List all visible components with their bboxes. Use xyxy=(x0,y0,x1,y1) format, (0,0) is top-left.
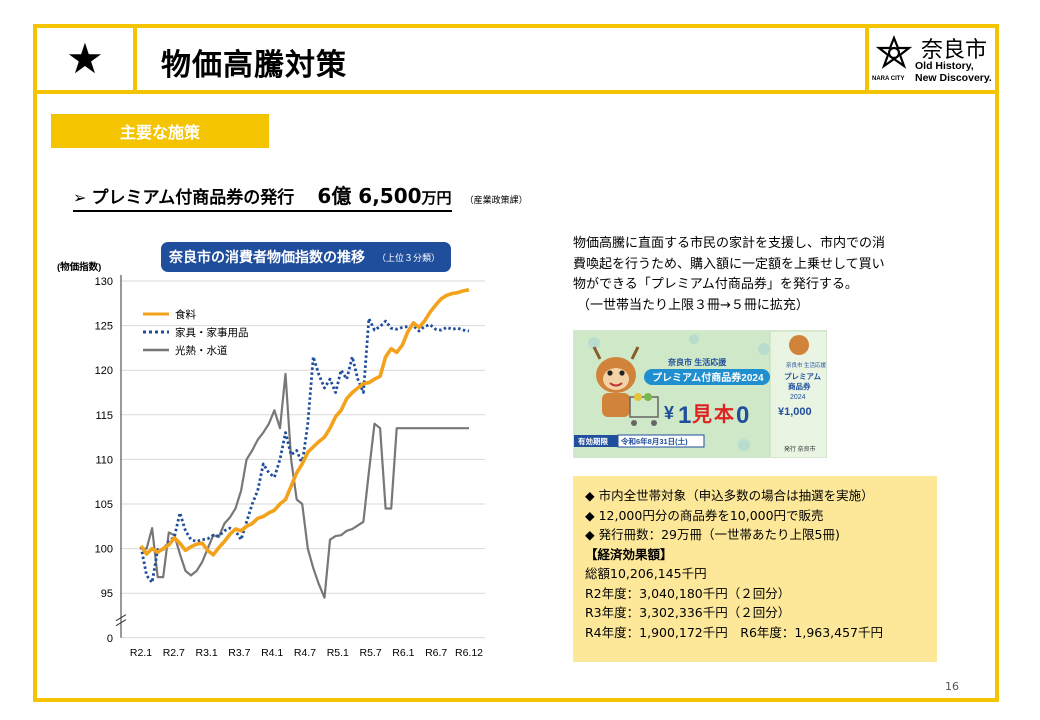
voucher-side-header: 奈良市 生活応援 xyxy=(786,361,827,369)
chart-x-tick-label: R2.7 xyxy=(163,647,185,659)
arrow-bullet-icon: ➢ xyxy=(73,188,87,207)
chart-series-line-household xyxy=(139,317,470,584)
chart-title-note: （上位３分類） xyxy=(377,252,440,263)
voucher-sample-mark: 本 xyxy=(714,403,734,426)
chart-y-tick-label: 125 xyxy=(95,321,113,333)
chart-x-tick-label: R3.1 xyxy=(196,647,218,659)
chart-y-label: (物価指数) xyxy=(57,261,101,273)
measure-heading: ➢ プレミアム付商品券の発行 6億 6,500万円 （産業政策課） xyxy=(73,180,528,212)
description-line: 費喚起を行うため、購入額に一定額を上乗せして買い xyxy=(573,256,885,272)
logo-tagline-line-2: New Discovery. xyxy=(915,72,992,84)
chart-plot-area: 130 125 120 115 110 105 100 95 0 R2.1 R2.7 R3.1 R3.7… xyxy=(95,275,485,659)
chart-x-tick-label: R6.7 xyxy=(425,647,447,659)
chart-y-tick-label: 130 xyxy=(95,276,113,288)
voucher-expiry-date: 令和6年8月31日(土) xyxy=(620,436,688,446)
chart-x-tick-label: R2.1 xyxy=(130,647,152,659)
chart-axis-break xyxy=(115,619,127,627)
deer-mascot-small-icon xyxy=(789,335,809,355)
section-tag: 主要な施策 xyxy=(51,114,269,148)
measure-department: （産業政策課） xyxy=(464,196,528,206)
chart-y-tick-label: 95 xyxy=(101,588,113,600)
chart-x-tick-label: R3.7 xyxy=(228,647,250,659)
voucher-digit: 1 xyxy=(678,402,691,429)
voucher-yen: ¥ xyxy=(664,403,674,423)
chart-y-tick-label: 100 xyxy=(95,544,113,556)
voucher-illustration: 奈良市 生活応援 プレミアム付商品券2024 ¥ 1 見 本 0 有効期限 令和… xyxy=(574,331,827,457)
chart-title: 奈良市の消費者物価指数の推移 xyxy=(168,249,365,265)
economic-effect-heading: 【経済効果額】 xyxy=(585,546,673,562)
measure-underline: ➢ プレミアム付商品券の発行 6億 6,500万円 xyxy=(73,180,452,212)
deer-mascot-icon xyxy=(592,346,659,426)
logo-city-name: 奈良市 xyxy=(921,38,988,63)
chart-x-tick-label: R6.12 xyxy=(455,647,483,659)
chart-series-line-food xyxy=(139,288,470,557)
chart-y-tick-label: 105 xyxy=(95,499,113,511)
chart-x-tick-label: R5.1 xyxy=(327,647,349,659)
legend-label-household: 家具・家事用品 xyxy=(175,326,249,339)
nara-emblem-icon xyxy=(875,35,913,69)
description-line: 物価高騰に直面する市民の家計を支援し、市内での消 xyxy=(573,236,886,251)
chart-x-tick-label: R5.7 xyxy=(360,647,382,659)
voucher-side-value: ¥1,000 xyxy=(778,406,812,418)
economic-effect-line: R4年度：1,900,172千円 R6年度：1,963,457千円 xyxy=(585,624,884,640)
economic-effect-line: 総額10,206,145千円 xyxy=(585,566,707,581)
voucher-side-year: 2024 xyxy=(790,394,806,401)
detail-bullet: ◆ 市内全世帯対象（申込多数の場合は抽選を実施） xyxy=(585,488,874,503)
detail-bullet: ◆ 発行冊数：29万冊（一世帯あたり上限5冊) xyxy=(585,527,840,542)
logo-city-label: NARA CITY xyxy=(872,76,905,82)
voucher-expiry-label: 有効期限 xyxy=(578,436,608,446)
chart-x-tick-label: R6.1 xyxy=(392,647,414,659)
voucher-side-title: プレミアム xyxy=(784,371,821,381)
voucher-sample-image: 奈良市 生活応援 プレミアム付商品券2024 ¥ 1 見 本 0 有効期限 令和… xyxy=(573,330,827,458)
chart-axis-break xyxy=(115,614,127,622)
measure-description: 物価高騰に直面する市民の家計を支援し、市内での消 費喚起を行うため、購入額に一定… xyxy=(573,234,953,316)
measure-title: プレミアム付商品券の発行 xyxy=(91,188,295,208)
slide-frame: ★ 物価高騰対策 奈良市 Old History, New Discovery.… xyxy=(33,24,999,702)
voucher-details-box: ◆ 市内全世帯対象（申込多数の場合は抽選を実施） ◆ 12,000円分の商品券を… xyxy=(573,476,937,662)
nara-city-logo: 奈良市 Old History, New Discovery. NARA CIT… xyxy=(865,28,995,90)
chart-y-tick-label: 0 xyxy=(107,633,113,645)
voucher-header: 奈良市 生活応援 xyxy=(667,357,727,367)
star-icon: ★ xyxy=(37,28,137,90)
chart-x-tick-label: R4.1 xyxy=(261,647,283,659)
chart-x-tick-label: R4.7 xyxy=(294,647,316,659)
page-title: 物価高騰対策 xyxy=(161,48,347,83)
cpi-line-chart: 奈良市の消費者物価指数の推移 （上位３分類） (物価指数) 1301251201… xyxy=(57,242,485,659)
chart-y-tick-label: 120 xyxy=(95,365,113,377)
voucher-side-title: 商品券 xyxy=(788,381,811,391)
legend-label-utilities: 光熱・水道 xyxy=(175,344,228,357)
description-line: 物ができる「プレミアム付商品券」を発行する。 xyxy=(573,277,858,292)
cpi-chart: 奈良市の消費者物価指数の推移 （上位３分類） (物価指数) 130 125 120 1… xyxy=(57,236,507,672)
description-note: （一世帯当たり上限３冊→５冊に拡充） xyxy=(577,297,809,313)
chart-y-tick-label: 115 xyxy=(95,410,113,422)
voucher-sample-mark: 見 xyxy=(692,403,712,426)
legend-label-food: 食料 xyxy=(175,308,196,321)
measure-amount-unit: 万円 xyxy=(421,189,452,207)
chart-y-tick-label: 110 xyxy=(95,454,113,466)
economic-effect-line: R2年度：3,040,180千円（２回分） xyxy=(585,585,791,601)
voucher-digit: 0 xyxy=(736,402,749,429)
logo-tagline-line-1: Old History, xyxy=(915,60,974,72)
economic-effect-line: R3年度：3,302,336千円（２回分） xyxy=(585,605,791,620)
voucher-title: プレミアム付商品券2024 xyxy=(652,371,764,384)
page-number: 16 xyxy=(945,680,959,693)
measure-amount: 6億 6,500 xyxy=(317,184,422,208)
chart-legend: 食料 家具・家事用品 光熱・水道 xyxy=(143,308,249,357)
detail-bullet: ◆ 12,000円分の商品券を10,000円で販売 xyxy=(585,507,824,523)
chart-title-box xyxy=(161,242,451,272)
logo-tagline: Old History, New Discovery. xyxy=(915,60,992,84)
voucher-issuer: 発行 奈良市 xyxy=(784,445,816,453)
chart-series-line-utilities xyxy=(141,372,469,599)
slide-header: ★ 物価高騰対策 奈良市 Old History, New Discovery.… xyxy=(37,28,995,94)
